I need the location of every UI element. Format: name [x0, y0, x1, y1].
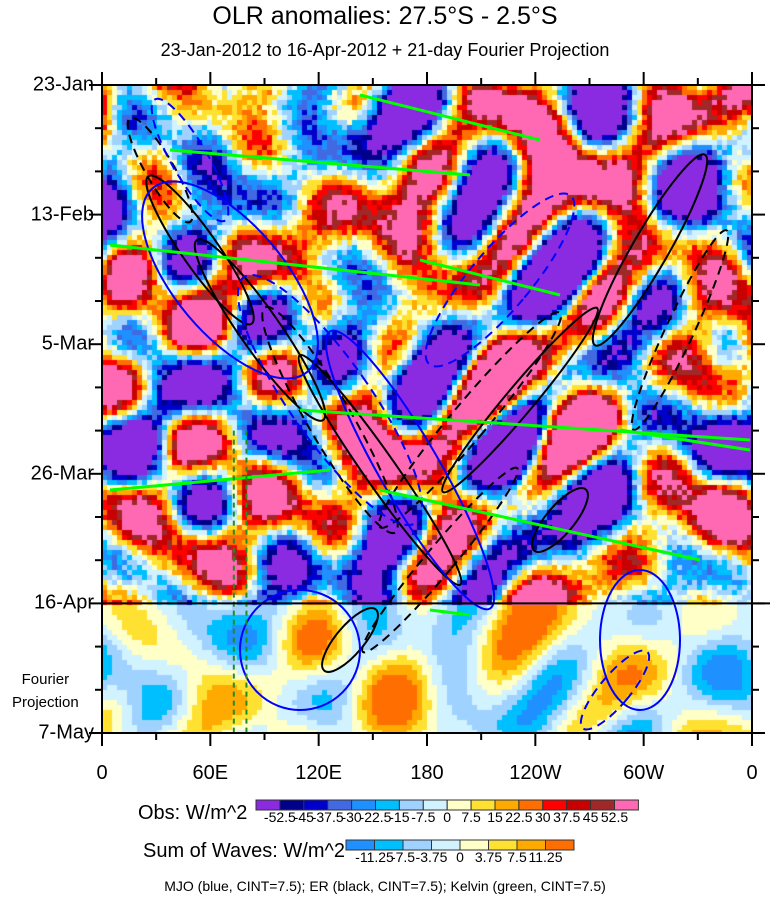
mjo-contour [141, 180, 319, 380]
er-contour [193, 238, 327, 422]
mjo-contour [236, 274, 424, 526]
obs-colorbar-tick-label: -52.5 [263, 809, 296, 825]
er-contour [531, 487, 589, 553]
obs-colorbar-tick-label: -45 [293, 809, 314, 825]
er-contour [441, 306, 599, 494]
obs-colorbar-tick-label: -37.5 [311, 809, 344, 825]
obs-colorbar-tick-label: 22.5 [505, 809, 533, 825]
kelvin-contour [299, 408, 751, 442]
obs-colorbar-tick-label: 15 [487, 809, 503, 825]
obs-colorbar-tick-label: 52.5 [600, 809, 629, 825]
x-tick-label: 0 [746, 762, 758, 784]
er-contour [261, 305, 399, 535]
waves-colorbar-tick-label: 0 [456, 849, 464, 865]
obs-colorbar-tick-label: 45 [582, 809, 599, 825]
mjo-contour [239, 589, 361, 711]
obs-colorbar-tick-label: -22.5 [359, 809, 392, 825]
waves-colorbar-tick-label: -3.75 [415, 849, 448, 865]
fourier-label-line1: Fourier [21, 671, 70, 688]
kelvin-contour [109, 468, 331, 492]
fourier-label-line2: Projection [12, 694, 79, 711]
er-contour [361, 466, 519, 654]
waves-colorbar-label: Sum of Waves: W/m^2 [143, 840, 346, 862]
kelvin-contour [359, 93, 541, 142]
x-tick-label: 120E [295, 762, 343, 784]
waves-colorbar-tick-label: 3.75 [474, 849, 503, 865]
x-tick-label: 120W [509, 762, 562, 784]
kelvin-contour [379, 488, 701, 562]
x-tick-label: 180 [410, 762, 444, 784]
x-tick-label: 0 [96, 762, 108, 784]
obs-colorbar-tick-label: 0 [443, 809, 452, 825]
y-tick-label: 16-Apr [33, 591, 94, 614]
obs-colorbar-tick-label: 30 [535, 809, 551, 825]
kelvin-contour [619, 428, 751, 452]
kelvin-contour [169, 148, 471, 177]
mjo-contour [424, 192, 576, 368]
x-tick-label: 60W [623, 762, 665, 784]
y-tick-label: 23-Jan [32, 73, 94, 96]
er-contour [297, 353, 463, 587]
kelvin-contour [429, 608, 471, 617]
er-contour [126, 116, 194, 224]
obs-colorbar-label: Obs: W/m^2 [138, 802, 248, 824]
er-contour [377, 311, 563, 529]
kelvin-contour [109, 243, 481, 287]
waves-colorbar-swatch [545, 839, 575, 851]
y-tick-label: 7-May [38, 721, 94, 744]
obs-colorbar-tick-label: -30 [341, 809, 362, 825]
chart-subtitle: 23-Jan-2012 to 16-Apr-2012 + 21-day Four… [160, 40, 610, 60]
y-tick-label: 26-Mar [30, 462, 94, 485]
mjo-contour [150, 97, 230, 223]
y-tick-label: 5-Mar [41, 332, 94, 355]
kelvin-contour [419, 258, 561, 297]
er-contour [321, 607, 379, 673]
mjo-contour [599, 569, 681, 711]
waves-colorbar-tick-label: 11.25 [528, 849, 563, 865]
obs-colorbar-swatch [614, 799, 639, 811]
y-tick-label: 13-Feb [30, 203, 94, 226]
fourier-projection-label: Fourier Projection [12, 668, 79, 714]
mjo-contour [324, 329, 496, 611]
waves-colorbar-tick-label: 7.5 [507, 849, 527, 865]
x-tick-label: 60E [192, 762, 229, 784]
contour-legend-note: MJO (blue, CINT=7.5); ER (black, CINT=7.… [164, 878, 606, 894]
obs-colorbar-tick-label: -15 [389, 809, 410, 825]
waves-colorbar-tick-label: -7.5 [390, 849, 416, 865]
obs-colorbar-tick-label: 7.5 [461, 809, 481, 825]
obs-colorbar-tick-label: 37.5 [553, 809, 581, 825]
er-contour [630, 229, 730, 431]
waves-colorbar-tick-label: -11.25 [355, 849, 394, 865]
mjo-contour [579, 649, 651, 731]
er-contour [591, 153, 709, 347]
chart-title: OLR anomalies: 27.5°S - 2.5°S [212, 2, 558, 30]
obs-colorbar-tick-label: -7.5 [411, 809, 436, 825]
